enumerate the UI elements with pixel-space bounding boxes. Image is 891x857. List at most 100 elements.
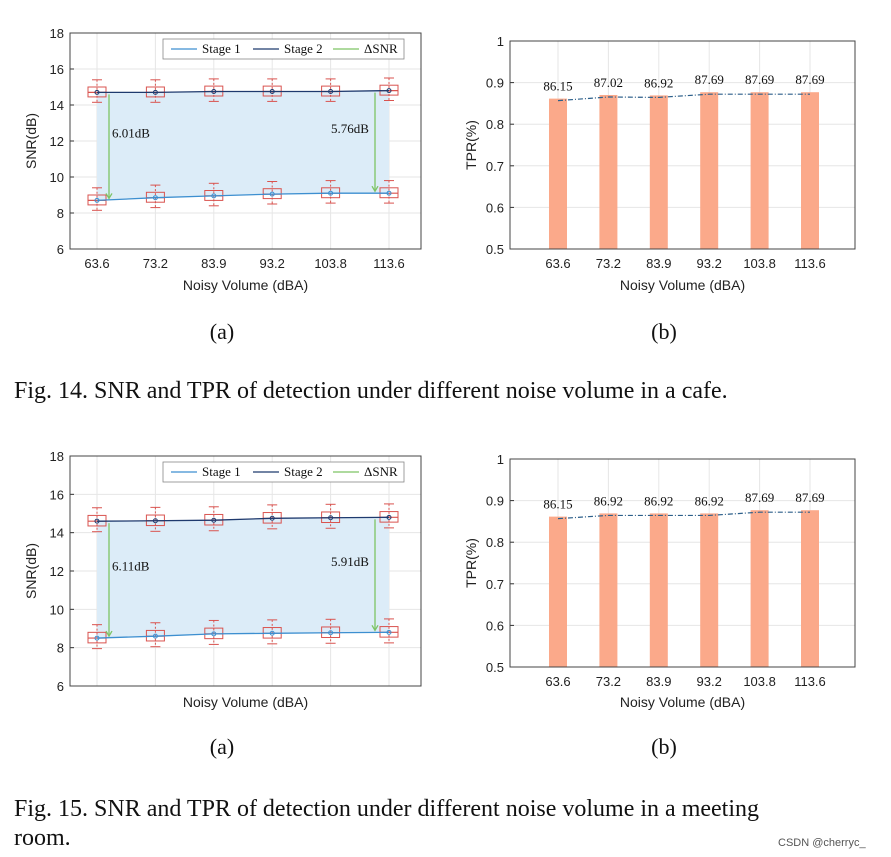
- y-axis-label: TPR(%): [463, 538, 479, 588]
- x-axis-label: Noisy Volume (dBA): [620, 277, 745, 293]
- series-line-stage-2: [97, 89, 390, 94]
- data-point: [328, 89, 334, 94]
- data-point: [386, 190, 392, 196]
- x-tick-label: 93.2: [697, 256, 722, 271]
- data-point: [211, 89, 217, 94]
- data-point: [386, 629, 392, 635]
- series-line-stage-2: [96, 516, 390, 522]
- axes-frame: [69, 455, 422, 687]
- data-point: [269, 89, 275, 94]
- y-tick-label: 8: [57, 641, 64, 656]
- data-point: [211, 517, 217, 523]
- delta-annotation: 5.91dB: [331, 554, 369, 569]
- bar-data-label: 87.69: [795, 490, 824, 505]
- bar: [599, 94, 618, 250]
- y-tick-label: 0.8: [486, 535, 504, 550]
- y-tick-label: 14: [50, 98, 64, 113]
- y-tick-label: 0.7: [486, 159, 504, 174]
- legend-label: Stage 2: [284, 41, 323, 56]
- data-point: [152, 195, 158, 201]
- x-tick-label: 73.2: [596, 256, 621, 271]
- subplot-label: (a): [210, 319, 234, 344]
- bar-data-label: 86.15: [543, 79, 572, 94]
- bar: [750, 92, 769, 250]
- bar-data-label: 86.92: [644, 75, 673, 90]
- y-tick-label: 0.7: [486, 577, 504, 592]
- y-tick-label: 0.5: [486, 242, 504, 257]
- data-point: [386, 88, 392, 94]
- legend-label: Stage 1: [202, 464, 241, 479]
- delta-annotation: 6.11dB: [112, 559, 150, 574]
- legend-label: Stage 1: [202, 41, 241, 56]
- data-point: [211, 631, 217, 637]
- data-point: [94, 197, 100, 203]
- x-tick-label: 73.2: [596, 674, 621, 689]
- data-point: [328, 190, 334, 196]
- x-tick-label: 113.6: [794, 674, 826, 689]
- x-tick-label: 63.6: [84, 256, 109, 271]
- y-axis-label: SNR(dB): [23, 113, 39, 169]
- y-tick-label: 0.6: [486, 200, 504, 215]
- tpr-chart-3: 0.5 0.6 0.7 0.8 0.9 1 86.15 86.92 86.92 86.92 87.6…: [463, 452, 856, 759]
- bar-data-label: 86.92: [644, 493, 673, 508]
- y-tick-label: 6: [57, 679, 64, 694]
- data-point: [328, 630, 334, 636]
- legend-label: Stage 2: [284, 464, 323, 479]
- bar-data-label: 87.02: [594, 75, 623, 90]
- legend-label: ΔSNR: [364, 41, 398, 56]
- y-tick-label: 16: [50, 62, 64, 77]
- bar-data-label: 86.92: [594, 493, 623, 508]
- bar-data-label: 87.69: [745, 490, 774, 505]
- y-tick-label: 14: [50, 526, 64, 541]
- y-tick-label: 6: [57, 242, 64, 257]
- legend-box: [162, 38, 405, 60]
- data-point: [328, 515, 334, 521]
- bar: [801, 92, 819, 250]
- delta-snr-area: [97, 90, 389, 201]
- bar: [549, 516, 567, 667]
- y-tick-label: 0.8: [486, 117, 504, 132]
- bar-data-label: 86.15: [543, 497, 572, 512]
- bar: [750, 510, 769, 667]
- y-tick-label: 18: [50, 449, 64, 464]
- bar-data-label: 87.69: [795, 72, 824, 87]
- y-tick-label: 1: [497, 452, 504, 467]
- tpr-trend-line: [557, 511, 810, 520]
- data-point: [94, 518, 100, 524]
- bar: [801, 510, 819, 667]
- x-tick-label: 93.2: [697, 674, 722, 689]
- tpr-chart-1: 0.5 0.6 0.7 0.8 0.9 1 86.15 87.02 86.92 87.69 87.6…: [463, 34, 856, 344]
- y-tick-label: 10: [50, 170, 64, 185]
- data-point: [152, 89, 158, 95]
- bar: [700, 92, 719, 250]
- y-tick-label: 16: [50, 487, 64, 502]
- x-tick-label: 83.9: [646, 256, 671, 271]
- x-tick-label: 103.8: [314, 256, 347, 271]
- delta-annotation: 6.01dB: [112, 125, 150, 140]
- snr-chart-2: 6 8 10 12 14 16 18 6.11dB 5.91dB Noisy Volume (dB…: [23, 449, 422, 759]
- subplot-label: (a): [210, 734, 234, 759]
- x-tick-label: 63.6: [545, 256, 570, 271]
- bar-data-label: 87.69: [695, 72, 724, 87]
- x-tick-label: 63.6: [545, 674, 570, 689]
- y-tick-label: 1: [497, 34, 504, 49]
- fig14-caption: Fig. 14. SNR and TPR of detection under …: [14, 378, 728, 404]
- x-tick-label: 103.8: [743, 674, 776, 689]
- bar-data-label: 87.69: [745, 72, 774, 87]
- tpr-trend-line: [557, 93, 810, 102]
- subplot-label: (b): [651, 319, 677, 344]
- y-tick-label: 12: [50, 564, 64, 579]
- arrow-head: [371, 624, 379, 632]
- delta-snr-area: [97, 517, 389, 639]
- y-axis-label: SNR(dB): [23, 543, 39, 599]
- subplot-label: (b): [651, 734, 677, 759]
- data-point: [269, 515, 275, 521]
- y-axis-label: TPR(%): [463, 120, 479, 170]
- arrow-head: [371, 185, 379, 193]
- data-point: [269, 191, 275, 197]
- y-tick-label: 0.5: [486, 660, 504, 675]
- legend-label: ΔSNR: [364, 464, 398, 479]
- bar: [649, 95, 668, 249]
- x-axis-label: Noisy Volume (dBA): [620, 694, 745, 710]
